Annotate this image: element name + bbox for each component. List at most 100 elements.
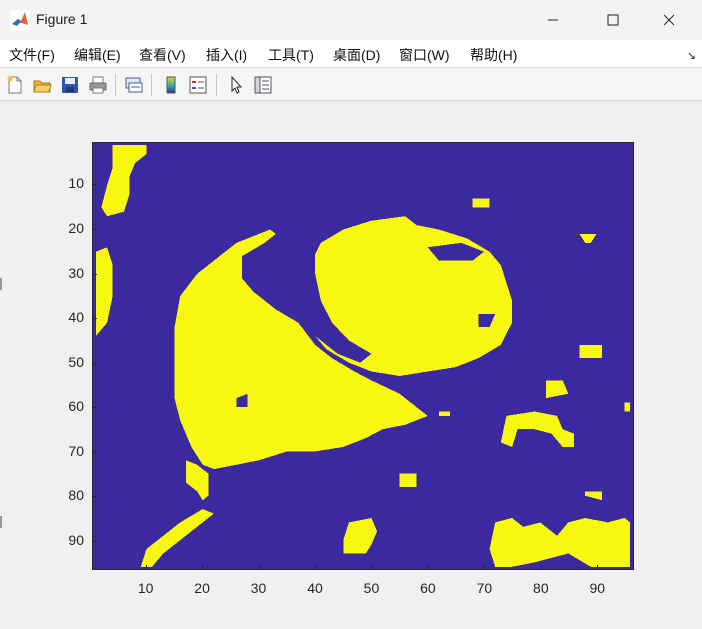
region-speck (585, 491, 603, 501)
x-tick-label: 40 (307, 580, 323, 596)
print-button[interactable] (86, 73, 110, 97)
minimize-button[interactable] (530, 0, 576, 40)
region-speck (579, 233, 597, 243)
x-tick-mark (484, 565, 486, 570)
y-tick-label: 10 (68, 175, 84, 192)
open-file-button[interactable] (30, 73, 54, 97)
toolbar-separator (115, 74, 116, 96)
legend-button[interactable] (186, 73, 210, 97)
close-button[interactable] (646, 0, 692, 40)
y-tick-label: 90 (68, 532, 84, 549)
print-icon (89, 76, 107, 94)
region-speck (399, 473, 417, 487)
hole-round-left-crescent (287, 233, 372, 363)
title-bar[interactable]: Figure 1 (0, 0, 702, 40)
link-figure-icon (125, 77, 143, 93)
y-tick-label: 30 (68, 264, 84, 281)
maximize-icon (607, 14, 619, 26)
menu-view[interactable]: 查看(V) (139, 47, 186, 63)
toolbar-separator (151, 74, 152, 96)
close-icon (663, 14, 675, 26)
y-tick-mark (92, 541, 97, 543)
window-resize-handle (0, 516, 2, 528)
x-tick-label: 10 (137, 580, 154, 596)
menu-edit[interactable]: 编辑(E) (74, 47, 121, 63)
x-tick-label: 70 (476, 580, 493, 596)
x-tick-label: 20 (194, 580, 210, 596)
region-speck (624, 402, 631, 412)
x-tick-label: 30 (250, 580, 267, 596)
maximize-button[interactable] (590, 0, 636, 40)
x-tick-mark (258, 565, 260, 570)
region-speck (579, 344, 603, 359)
x-tick-mark (371, 565, 373, 570)
menu-window[interactable]: 窗口(W) (399, 47, 450, 63)
region-speck (472, 198, 490, 208)
y-tick-label: 60 (68, 398, 84, 415)
x-tick-label: 50 (363, 580, 380, 596)
region-bottom-center (343, 517, 378, 554)
y-tick-mark (92, 407, 97, 409)
region-speck (438, 411, 451, 416)
y-tick-label: 80 (68, 487, 84, 504)
x-tick-mark (597, 565, 599, 570)
x-tick-label: 60 (420, 580, 436, 596)
region-top-left-strip (101, 145, 147, 217)
y-tick-mark (92, 451, 97, 453)
y-tick-mark (92, 362, 97, 364)
menu-insert[interactable]: 插入(I) (206, 47, 248, 63)
region-right-scatter (500, 411, 574, 447)
x-tick-mark (427, 565, 429, 570)
menu-help[interactable]: 帮助(H) (470, 47, 518, 63)
colorbar-button[interactable] (159, 73, 183, 97)
hole-round-right (478, 313, 496, 328)
region-bottom-right-cluster (489, 517, 631, 567)
minimize-icon (548, 19, 558, 21)
y-tick-label: 40 (68, 309, 84, 326)
dock-figure-icon[interactable]: ↘ (686, 50, 696, 62)
save-button[interactable] (58, 73, 82, 97)
matlab-logo-icon (10, 10, 30, 30)
property-inspector-button[interactable] (251, 73, 275, 97)
legend-icon (189, 76, 207, 94)
property-inspector-icon (254, 76, 272, 94)
new-figure-button[interactable] (3, 73, 27, 97)
hole-round-upper-right (427, 242, 484, 261)
colorbar-icon (166, 76, 176, 94)
menu-tools[interactable]: 工具(T) (268, 47, 314, 63)
x-tick-mark (315, 565, 316, 570)
image-axes[interactable] (92, 142, 634, 570)
pointer-icon (231, 75, 243, 94)
open-file-icon (33, 80, 52, 93)
region-round-right (303, 216, 513, 376)
y-tick-mark (92, 184, 97, 186)
x-tick-label: 80 (533, 580, 549, 596)
y-tick-label: 70 (68, 442, 84, 459)
menu-bar: 文件(F) 编辑(E) 查看(V) 插入(I) 工具(T) 桌面(D) 窗口(W… (0, 40, 702, 68)
hole-banana-small (236, 393, 248, 408)
y-tick-label: 20 (68, 219, 84, 236)
region-bottom-left-diagonal (140, 509, 214, 567)
y-tick-mark (92, 228, 97, 230)
window-resize-handle (0, 278, 2, 290)
window-title: Figure 1 (36, 11, 88, 27)
x-tick-mark (540, 565, 542, 570)
y-tick-mark (92, 273, 97, 275)
menu-file[interactable]: 文件(F) (9, 47, 55, 63)
y-tick-mark (92, 318, 97, 320)
x-tick-label: 90 (589, 580, 606, 596)
region-left-edge (95, 247, 113, 337)
toolbar-separator (216, 74, 217, 96)
x-tick-mark (202, 565, 204, 570)
menu-desktop[interactable]: 桌面(D) (333, 47, 381, 63)
region-speck (545, 380, 569, 399)
binary-image-heatmap (95, 145, 631, 567)
figure-toolbar (0, 69, 702, 101)
y-tick-mark (92, 496, 97, 498)
save-icon (62, 77, 78, 93)
region-banana-large (174, 229, 428, 470)
pointer-button[interactable] (224, 73, 248, 97)
y-tick-label: 50 (68, 353, 84, 370)
link-figure-button[interactable] (122, 73, 146, 97)
